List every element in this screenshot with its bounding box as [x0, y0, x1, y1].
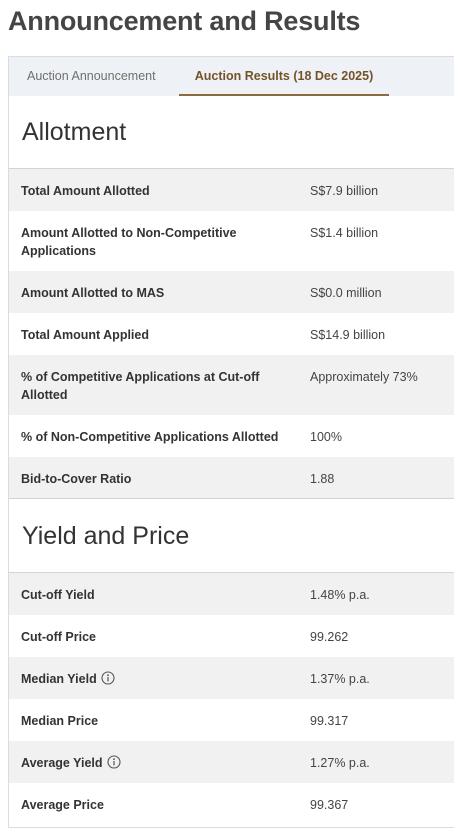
table-row: Median Price 99.317 [9, 699, 454, 741]
row-value: 1.48% p.a. [310, 588, 370, 602]
row-label: Average Yield [21, 756, 103, 770]
row-value: 1.88 [310, 472, 335, 486]
table-row: Cut-off Price 99.262 [9, 615, 454, 657]
table-row: % of Non-Competitive Applications Allott… [9, 415, 454, 457]
row-label: Cut-off Yield [21, 588, 95, 602]
row-value: S$14.9 billion [310, 328, 386, 342]
row-label: Total Amount Allotted [21, 184, 150, 198]
row-value: 1.37% p.a. [310, 672, 370, 686]
allotment-heading: Allotment [22, 118, 127, 146]
row-label: Cut-off Price [21, 630, 96, 644]
row-value: 99.367 [310, 798, 349, 812]
row-label: % of Competitive Applications at Cut-off… [21, 370, 260, 402]
row-label: % of Non-Competitive Applications Allott… [21, 430, 279, 444]
row-value: Approximately 73% [310, 370, 418, 384]
tab-bar: Auction Announcement Auction Results (18… [8, 56, 454, 96]
tab-auction-results[interactable]: Auction Results (18 Dec 2025) [179, 57, 389, 96]
row-label-with-info: Median Yield [21, 670, 115, 690]
table-row: Total Amount Applied S$14.9 billion [9, 313, 454, 355]
tab-panel-auction-results: Allotment Total Amount Allotted S$7.9 bi… [8, 96, 454, 828]
row-label: Average Price [21, 798, 104, 812]
table-row: Average Yield 1.27% p.a. [9, 741, 454, 783]
table-row: Bid-to-Cover Ratio 1.88 [9, 457, 454, 499]
page-title: Announcement and Results [8, 6, 361, 36]
row-label: Amount Allotted to MAS [21, 286, 165, 300]
allotment-table: Total Amount Allotted S$7.9 billion Amou… [9, 168, 454, 499]
row-label: Bid-to-Cover Ratio [21, 472, 132, 486]
row-label: Median Price [21, 714, 99, 728]
row-value: 1.27% p.a. [310, 756, 370, 770]
row-label: Total Amount Applied [21, 328, 149, 342]
table-row: Amount Allotted to Non-Competitive Appli… [9, 211, 454, 271]
row-value: 99.262 [310, 630, 349, 644]
row-value: 99.317 [310, 714, 349, 728]
tab-auction-announcement[interactable]: Auction Announcement [27, 69, 156, 83]
table-row: Cut-off Yield 1.48% p.a. [9, 573, 454, 615]
row-value: S$1.4 billion [310, 226, 379, 240]
row-value: S$7.9 billion [310, 184, 379, 198]
info-circle-icon[interactable] [101, 671, 115, 690]
info-circle-icon[interactable] [106, 755, 121, 774]
row-value: S$0.0 million [310, 286, 382, 300]
row-label-with-info: Average Yield [21, 754, 121, 774]
table-row: Median Yield 1.37% p.a. [9, 657, 454, 699]
table-row: Average Price 99.367 [9, 783, 454, 825]
row-label: Amount Allotted to Non-Competitive Appli… [21, 226, 237, 258]
row-label: Median Yield [21, 672, 97, 686]
table-row: Total Amount Allotted S$7.9 billion [9, 169, 454, 211]
yield-price-heading: Yield and Price [22, 522, 190, 550]
row-value: 100% [310, 430, 342, 444]
table-row: % of Competitive Applications at Cut-off… [9, 355, 454, 415]
yield-price-table: Cut-off Yield 1.48% p.a. Cut-off Price 9… [9, 572, 454, 825]
table-row: Amount Allotted to MAS S$0.0 million [9, 271, 454, 313]
